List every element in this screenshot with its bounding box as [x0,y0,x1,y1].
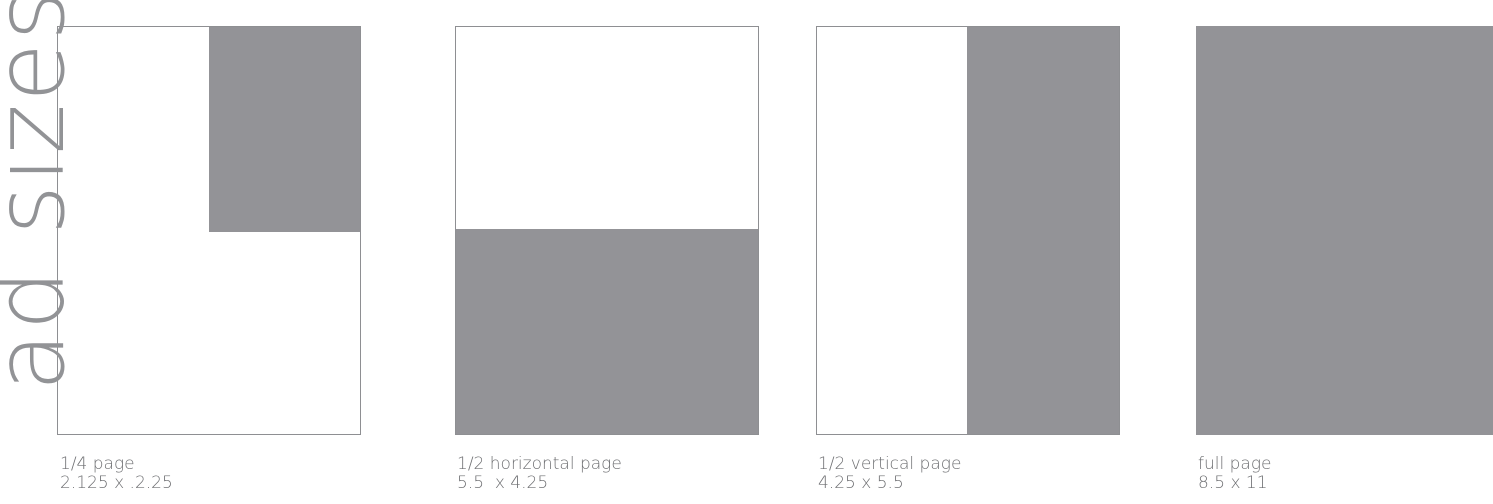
quarter-page-size: 2.125 x .2.25 [60,473,173,493]
full-page-ad [1196,26,1493,435]
half-vertical-ad [816,26,1120,435]
half-horizontal-size: 5.5 x 4.25 [457,473,549,493]
half-vertical-size: 4.25 x 5.5 [818,473,904,493]
quarter-page-caption: 1/4 page 2.125 x .2.25 [60,455,173,493]
half-vertical-ad-area [967,27,1119,434]
half-vertical-caption: 1/2 vertical page 4.25 x 5.5 [818,455,961,493]
half-horizontal-name: 1/2 horizontal page [457,454,622,474]
half-horizontal-ad [455,26,759,435]
half-vertical-name: 1/2 vertical page [818,454,962,474]
half-horizontal-ad-area [456,229,758,434]
quarter-page-ad-area [209,27,360,232]
full-page-size: 8.5 x 11 [1198,473,1268,493]
half-horizontal-caption: 1/2 horizontal page 5.5 x 4.25 [457,455,622,493]
full-page-caption: full page 8.5 x 11 [1198,455,1271,493]
quarter-page-name: 1/4 page [60,454,135,474]
full-page-name: full page [1198,454,1272,474]
quarter-page-ad [57,26,361,435]
